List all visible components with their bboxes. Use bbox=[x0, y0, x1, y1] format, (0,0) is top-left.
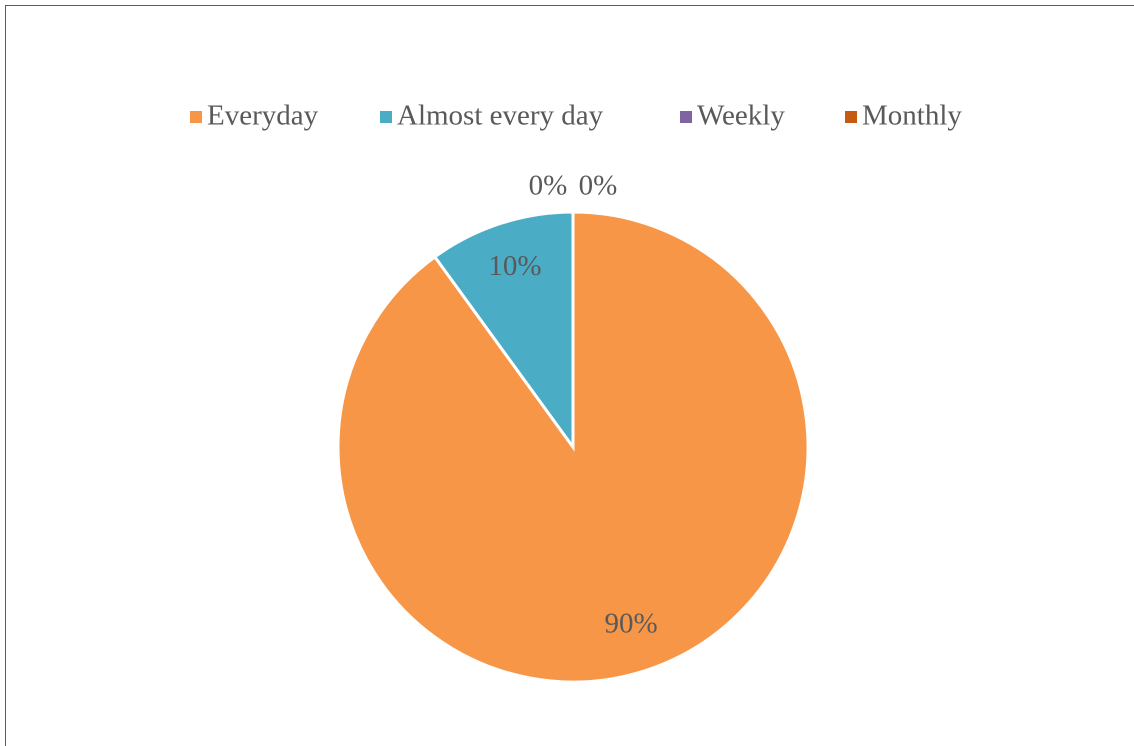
legend-label: Weekly bbox=[697, 100, 785, 132]
data-label: 90% bbox=[605, 607, 658, 639]
legend-swatch bbox=[845, 111, 857, 123]
legend-swatch bbox=[190, 111, 202, 123]
legend-label: Monthly bbox=[862, 100, 962, 132]
pie-slice bbox=[432, 210, 575, 452]
legend-swatch bbox=[380, 111, 392, 123]
legend-swatch bbox=[680, 111, 692, 123]
data-label: 0% bbox=[529, 170, 568, 202]
legend-label: Everyday bbox=[207, 100, 319, 132]
data-label: 0% bbox=[579, 170, 618, 202]
legend-label: Almost every day bbox=[397, 100, 604, 132]
data-label: 10% bbox=[488, 250, 541, 282]
